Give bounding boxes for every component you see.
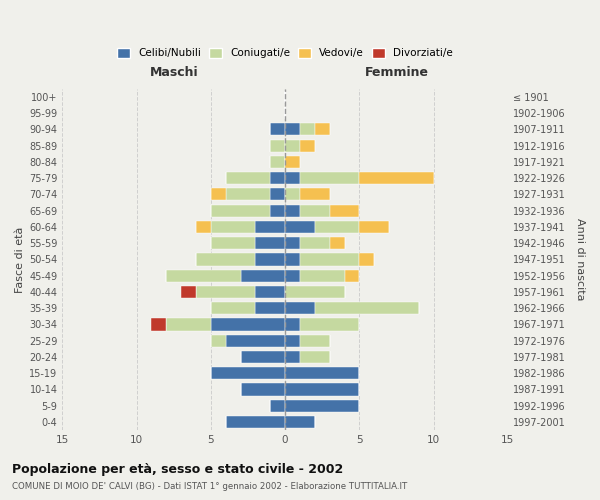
Bar <box>285 140 300 151</box>
Bar <box>285 123 300 136</box>
Bar <box>329 237 344 250</box>
Bar <box>270 188 285 200</box>
Bar <box>285 400 359 412</box>
Bar <box>285 172 300 184</box>
Bar <box>211 237 256 250</box>
Bar <box>359 254 374 266</box>
Bar <box>359 172 434 184</box>
Bar <box>166 270 241 282</box>
Bar <box>270 400 285 412</box>
Bar <box>285 318 300 330</box>
Bar <box>226 416 285 428</box>
Bar <box>211 221 256 233</box>
Bar <box>241 351 285 363</box>
Bar <box>285 384 359 396</box>
Bar <box>256 286 285 298</box>
Bar <box>285 188 300 200</box>
Bar <box>285 351 300 363</box>
Bar <box>196 254 256 266</box>
Bar <box>300 188 329 200</box>
Bar <box>151 318 166 330</box>
Bar <box>285 367 359 380</box>
Bar <box>270 204 285 216</box>
Bar <box>285 254 300 266</box>
Bar <box>241 270 285 282</box>
Bar <box>211 318 285 330</box>
Bar <box>270 156 285 168</box>
Bar <box>285 204 300 216</box>
Bar <box>315 221 359 233</box>
Bar <box>359 221 389 233</box>
Bar <box>226 334 285 347</box>
Bar <box>270 140 285 151</box>
Y-axis label: Anni di nascita: Anni di nascita <box>575 218 585 300</box>
Text: Femmine: Femmine <box>364 66 428 79</box>
Bar <box>300 204 329 216</box>
Bar <box>166 318 211 330</box>
Bar <box>300 318 359 330</box>
Bar <box>256 254 285 266</box>
Bar <box>211 302 256 314</box>
Bar <box>300 123 315 136</box>
Bar <box>285 270 300 282</box>
Bar <box>300 254 359 266</box>
Text: COMUNE DI MOIO DE' CALVI (BG) - Dati ISTAT 1° gennaio 2002 - Elaborazione TUTTIT: COMUNE DI MOIO DE' CALVI (BG) - Dati IST… <box>12 482 407 491</box>
Bar <box>226 172 270 184</box>
Bar <box>285 416 315 428</box>
Bar <box>226 188 270 200</box>
Bar <box>344 270 359 282</box>
Bar <box>256 237 285 250</box>
Bar <box>211 204 270 216</box>
Bar <box>211 188 226 200</box>
Bar <box>211 334 226 347</box>
Bar <box>329 204 359 216</box>
Bar <box>285 156 300 168</box>
Bar <box>315 302 419 314</box>
Bar <box>270 172 285 184</box>
Text: Maschi: Maschi <box>149 66 198 79</box>
Text: Popolazione per età, sesso e stato civile - 2002: Popolazione per età, sesso e stato civil… <box>12 463 343 476</box>
Bar <box>285 334 300 347</box>
Bar <box>300 140 315 151</box>
Bar <box>300 237 329 250</box>
Bar <box>196 286 256 298</box>
Bar <box>196 221 211 233</box>
Legend: Celibi/Nubili, Coniugati/e, Vedovi/e, Divorziati/e: Celibi/Nubili, Coniugati/e, Vedovi/e, Di… <box>115 46 455 60</box>
Bar <box>300 172 359 184</box>
Bar <box>285 302 315 314</box>
Bar <box>211 367 285 380</box>
Bar <box>270 123 285 136</box>
Bar <box>285 237 300 250</box>
Bar <box>300 351 329 363</box>
Bar <box>300 334 329 347</box>
Bar <box>315 123 329 136</box>
Y-axis label: Fasce di età: Fasce di età <box>15 226 25 292</box>
Bar <box>241 384 285 396</box>
Bar <box>181 286 196 298</box>
Bar <box>285 221 315 233</box>
Bar <box>256 221 285 233</box>
Bar <box>300 270 344 282</box>
Bar <box>285 286 344 298</box>
Bar <box>256 302 285 314</box>
